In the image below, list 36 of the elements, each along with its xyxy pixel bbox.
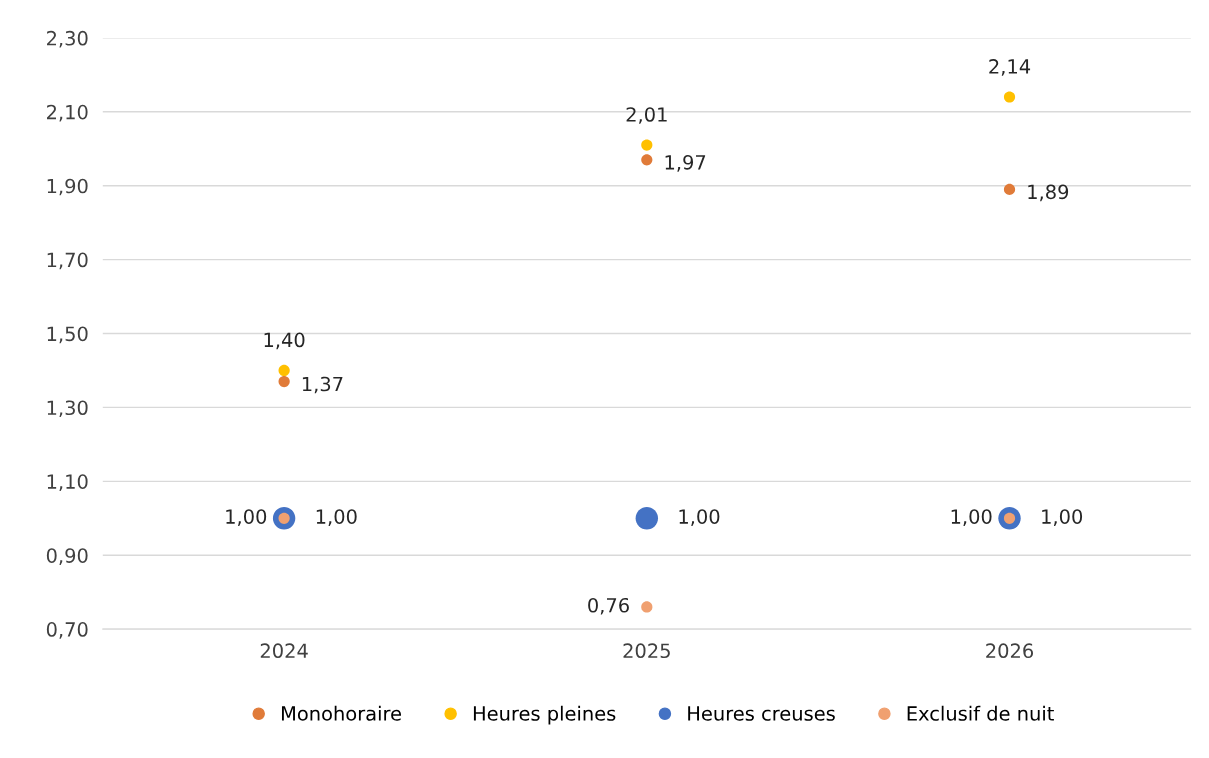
data-label: 1,00 [679,509,720,526]
y-tick-label: 0,90 [46,548,88,565]
y-tick-label: 1,90 [47,178,88,196]
data-label: 0,76 [588,597,629,615]
y-tick-label: 2,10 [47,104,88,122]
y-tick-label: 1,30 [47,400,88,418]
y-tick-label: 0,70 [46,622,88,639]
x-tick-label: 2025 [623,643,670,659]
y-tick-label: 1,10 [47,474,88,491]
legend-label: Exclusif de nuit [907,705,1054,721]
point [641,139,653,151]
y-tick-label: 2,30 [47,30,88,48]
data-label: 1,89 [1028,184,1069,202]
point [641,154,653,166]
legend-label: Monohoraire [281,705,401,721]
point [1003,91,1016,103]
data-label: 2,01 [626,107,667,124]
legend-label: Heures creuses [688,706,835,721]
point [641,601,653,613]
data-label: 1,40 [264,332,305,350]
y-tick-label: 1,70 [47,252,88,270]
data-label: 1,00 [1042,509,1083,526]
data-label: 1,97 [665,154,706,172]
y-tick-label: 1,50 [47,326,88,344]
point [635,507,659,530]
point [278,364,290,377]
data-label: 1,00 [226,509,267,526]
point [1003,183,1016,195]
data-label: 1,00 [951,509,992,526]
x-tick-label: 2026 [986,643,1034,659]
data-label: 1,00 [316,509,357,526]
legend-label: Heures pleines [473,705,616,725]
data-label: 2,14 [989,59,1031,76]
x-tick-label: 2024 [260,643,308,659]
point [278,375,290,388]
data-label: 1,37 [302,376,343,394]
